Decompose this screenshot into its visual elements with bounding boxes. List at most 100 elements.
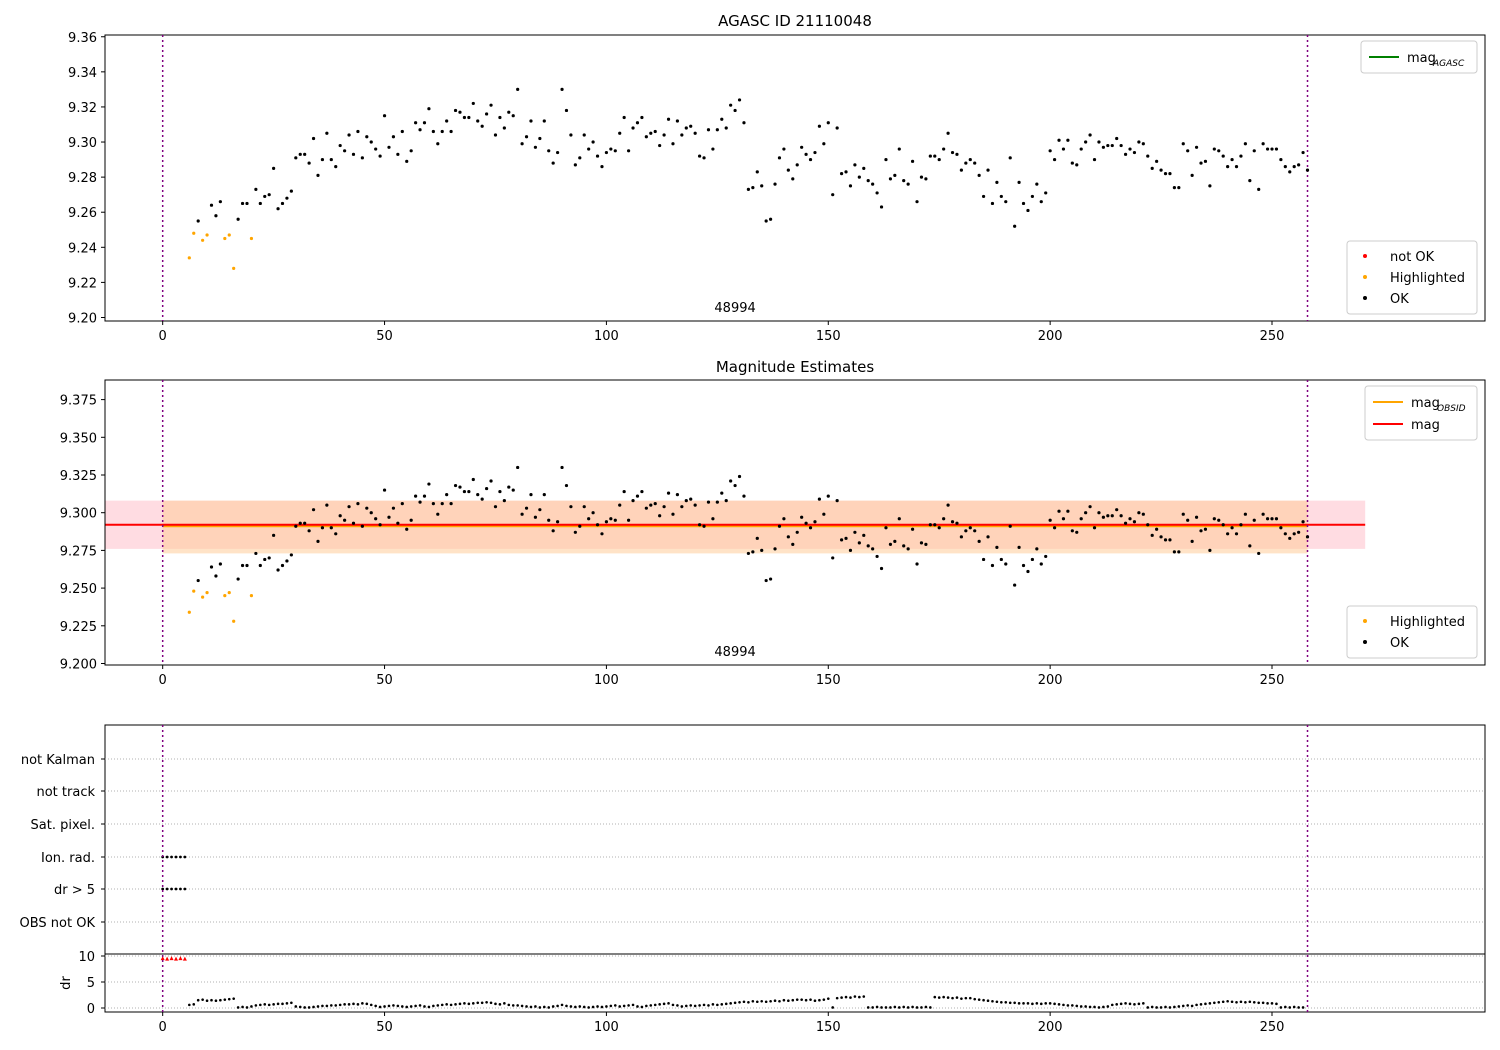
data-point-ok	[1026, 569, 1030, 574]
dr-point	[352, 1002, 355, 1006]
data-point-ok	[995, 545, 999, 549]
data-point-ok	[351, 152, 356, 156]
data-point-ok	[316, 539, 320, 543]
data-point-ok	[1119, 514, 1123, 518]
data-point-ok	[440, 502, 444, 506]
dr-tick-label: 5	[87, 976, 95, 991]
data-point-ok	[817, 497, 822, 501]
y-tick-label: 9.22	[68, 276, 97, 291]
data-point-ok	[391, 506, 396, 510]
data-point-ok	[582, 505, 586, 509]
data-point-ok	[631, 126, 635, 130]
data-point-ok	[662, 133, 666, 137]
dr-point	[290, 1001, 293, 1005]
dr-point	[494, 1002, 497, 1006]
data-point-ok	[804, 521, 808, 525]
data-point-ok	[635, 121, 640, 125]
data-point-ok	[897, 147, 901, 151]
data-point-ok	[1150, 166, 1154, 170]
data-point-ok	[1248, 179, 1252, 183]
data-point-ok	[910, 527, 915, 531]
data-point-ok	[839, 172, 844, 176]
flag-point	[174, 887, 178, 891]
dr-point	[418, 1004, 422, 1007]
data-point-highlighted	[187, 256, 191, 260]
y-tick-label: 9.300	[60, 507, 97, 522]
data-point-ok	[595, 154, 600, 158]
data-point-ok	[1066, 509, 1070, 513]
data-point-ok	[1123, 521, 1128, 525]
data-point-ok	[635, 494, 640, 498]
data-point-ok	[1301, 520, 1305, 524]
dr-point	[316, 1005, 320, 1008]
dr-point	[1133, 1003, 1136, 1006]
flag-point	[179, 855, 182, 859]
data-point-ok	[1088, 505, 1092, 509]
data-point-highlighted	[201, 595, 205, 599]
data-point-ok	[844, 536, 848, 540]
data-point-ok	[1079, 147, 1083, 151]
data-point-ok	[955, 521, 959, 525]
data-point-ok	[382, 488, 387, 492]
x-tick-label: 0	[159, 1020, 167, 1035]
data-point-ok	[1163, 538, 1168, 542]
data-point-ok	[946, 131, 950, 135]
dr-point	[631, 1003, 635, 1007]
data-point-ok	[902, 544, 906, 548]
y-tick-label: 9.30	[68, 136, 97, 151]
data-point-ok	[1226, 532, 1230, 536]
data-point-ok	[1106, 514, 1110, 518]
dr-point	[689, 1004, 693, 1007]
data-point-ok	[1177, 186, 1181, 190]
data-point-ok	[1021, 201, 1026, 206]
data-point-ok	[959, 535, 963, 539]
data-point-ok	[968, 526, 972, 530]
data-point-ok	[1274, 517, 1279, 521]
dr-tick-label: 0	[87, 1002, 95, 1017]
dr-point	[1119, 1002, 1123, 1006]
data-point-ok	[556, 520, 560, 524]
data-point-ok	[906, 547, 910, 551]
dr-point	[1168, 1006, 1172, 1009]
dr-point	[387, 1004, 391, 1008]
dr-point	[809, 998, 812, 1001]
dr-point	[742, 1000, 746, 1004]
data-point-ok	[529, 119, 533, 123]
dr-point	[1217, 1000, 1221, 1004]
flag-label: Sat. pixel.	[31, 818, 95, 833]
data-point-ok	[1017, 545, 1021, 549]
data-point-ok	[782, 517, 786, 521]
dr-point	[667, 1002, 670, 1005]
dr-point	[201, 998, 204, 1001]
dr-point	[902, 1005, 906, 1009]
data-point-ok	[569, 133, 573, 137]
data-point-ok	[1279, 157, 1283, 162]
dr-point	[400, 1005, 404, 1008]
data-point-ok	[498, 115, 502, 120]
data-point-ok	[1026, 208, 1030, 213]
data-point-ok	[258, 563, 262, 568]
data-point-ok	[1070, 161, 1074, 165]
dr-tick-label: 10	[78, 950, 95, 965]
dr-point	[658, 1003, 661, 1006]
data-point-ok	[338, 514, 342, 518]
data-point-ok	[360, 524, 364, 528]
dr-point	[498, 1003, 502, 1006]
data-point-ok	[1119, 143, 1123, 148]
dr-point	[463, 1002, 466, 1005]
data-point-ok	[662, 505, 666, 509]
data-point-ok	[378, 523, 382, 527]
dr-point	[1257, 1001, 1260, 1005]
data-point-ok	[520, 512, 524, 516]
y-tick-label: 9.250	[60, 582, 97, 597]
dr-point	[1146, 1006, 1150, 1009]
data-point-ok	[640, 489, 644, 494]
data-point-ok	[777, 524, 782, 528]
data-point-ok	[640, 115, 644, 120]
data-point-ok	[507, 110, 511, 114]
dr-point	[259, 1003, 262, 1007]
legend-point-swatch	[1363, 296, 1367, 300]
x-tick-label: 250	[1260, 329, 1285, 344]
dr-point	[787, 999, 790, 1003]
data-point-ok	[289, 189, 293, 193]
